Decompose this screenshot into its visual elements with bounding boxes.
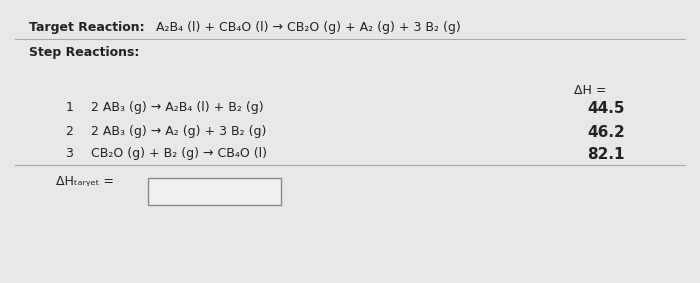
Text: ΔH =: ΔH = <box>574 83 607 97</box>
FancyBboxPatch shape <box>148 178 281 205</box>
Text: ΔHₜₐᵣᵧₑₜ =: ΔHₜₐᵣᵧₑₜ = <box>56 175 114 188</box>
Text: CB₂O (g) + B₂ (g) → CB₄O (l): CB₂O (g) + B₂ (g) → CB₄O (l) <box>91 147 267 160</box>
Text: 44.5: 44.5 <box>587 101 624 116</box>
Text: 2: 2 <box>65 125 73 138</box>
Text: 3: 3 <box>65 147 73 160</box>
Text: A₂B₄ (l) + CB₄O (l) → CB₂O (g) + A₂ (g) + 3 B₂ (g): A₂B₄ (l) + CB₄O (l) → CB₂O (g) + A₂ (g) … <box>156 21 461 34</box>
Text: 2 AB₃ (g) → A₂ (g) + 3 B₂ (g): 2 AB₃ (g) → A₂ (g) + 3 B₂ (g) <box>91 125 267 138</box>
Text: 2 AB₃ (g) → A₂B₄ (l) + B₂ (g): 2 AB₃ (g) → A₂B₄ (l) + B₂ (g) <box>91 101 264 114</box>
Text: Step Reactions:: Step Reactions: <box>29 46 140 59</box>
Text: 46.2: 46.2 <box>587 125 625 140</box>
Text: 82.1: 82.1 <box>587 147 624 162</box>
Text: Target Reaction:: Target Reaction: <box>29 21 145 34</box>
Text: 1: 1 <box>65 101 73 114</box>
